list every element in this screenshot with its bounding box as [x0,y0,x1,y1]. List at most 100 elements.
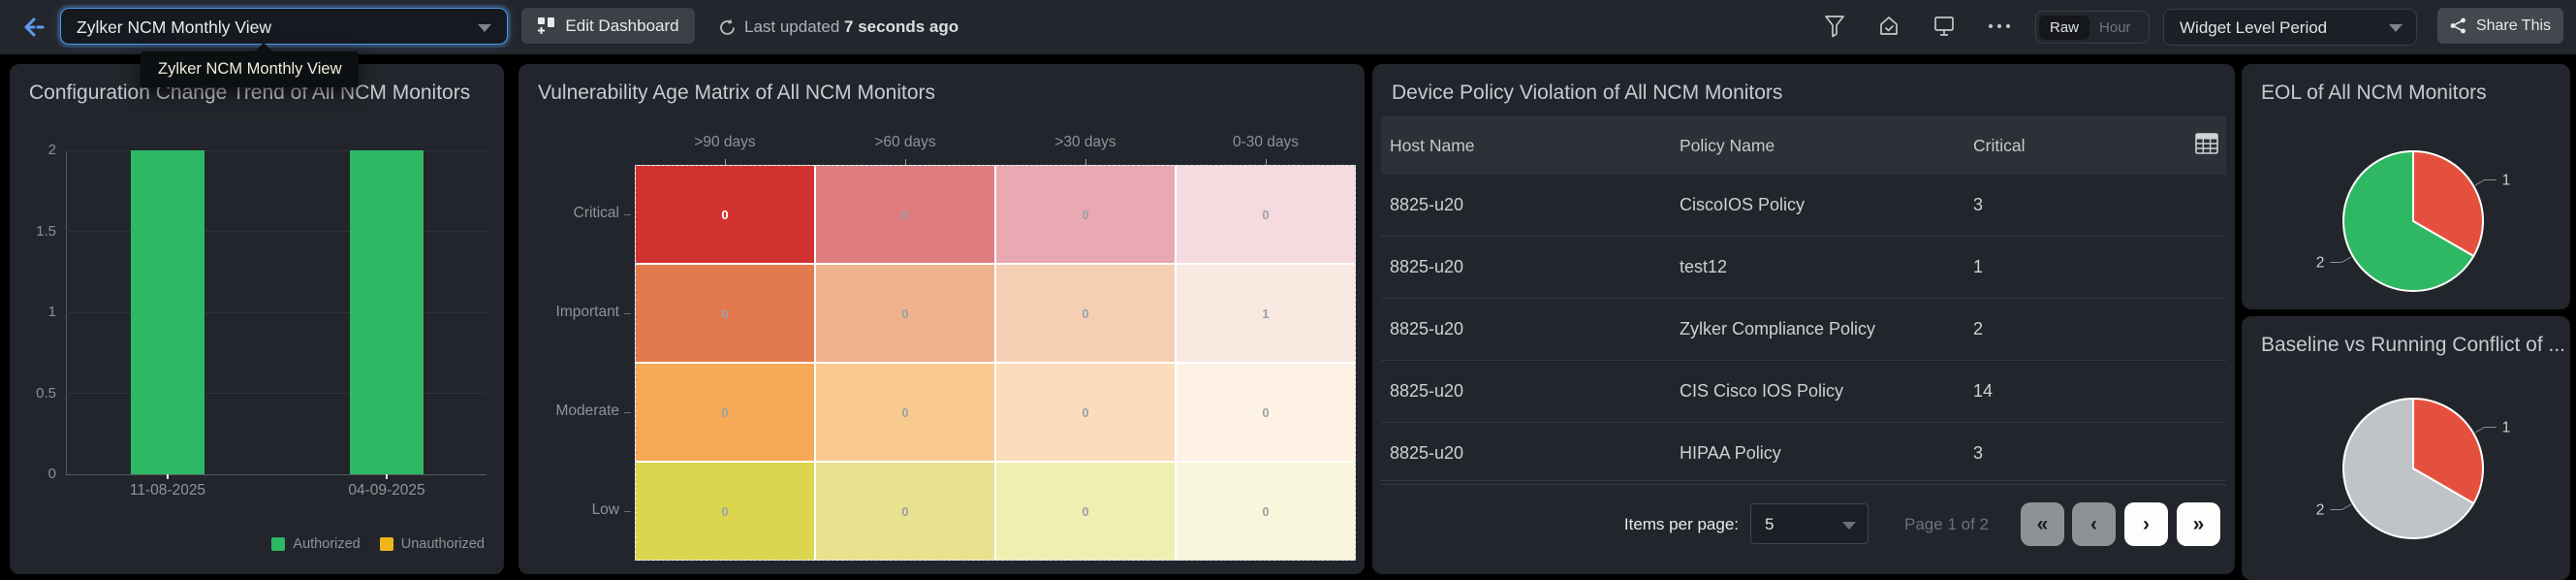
heatmap-cell[interactable]: 0 [1177,463,1355,560]
heatmap-cell[interactable]: 0 [636,265,814,362]
heatmap-cell[interactable]: 1 [1177,265,1355,362]
last-page-button[interactable]: » [2177,502,2220,546]
heatmap-cell[interactable]: 0 [996,463,1175,560]
gridline [66,473,487,475]
table-cell: 14 [1973,381,1994,401]
pie-label-line [2330,256,2352,263]
gridline [66,149,487,151]
x-axis-tick [167,474,169,479]
pie-slice[interactable] [2342,398,2475,539]
panel-title: Configuration Change Trend of All NCM Mo… [29,81,471,104]
bar-authorized[interactable] [350,150,424,474]
table-row[interactable]: 8825-u20 CiscoIOS Policy 3 [1381,175,2226,237]
widget-level-period-select[interactable]: Widget Level Period [2163,9,2417,46]
table-row[interactable]: 8825-u20 test12 1 [1381,237,2226,299]
table-cell: 8825-u20 [1390,443,1464,463]
first-page-button[interactable]: « [2021,502,2064,546]
table-row[interactable]: 8825-u20 CIS Cisco IOS Policy 14 [1381,361,2226,423]
column-header-critical[interactable]: Critical [1973,135,2026,155]
items-per-page-select[interactable]: 5 [1750,503,1869,544]
heatmap-row-tick [624,511,631,512]
raw-hour-toggle[interactable]: Raw Hour [2035,11,2150,44]
heatmap-cell[interactable]: 0 [636,364,814,461]
panel-title: Baseline vs Running Conflict of ... [2261,334,2565,356]
heatmap-cell[interactable]: 0 [996,265,1175,362]
table-row[interactable]: 8825-u20 Zylker Compliance Policy 2 [1381,299,2226,361]
legend-label: Unauthorized [400,536,485,552]
top-bar: Zylker NCM Monthly View Edit Dashboard L… [0,0,2576,54]
home-check-icon[interactable] [1876,14,1901,39]
share-this-button[interactable]: Share This [2437,8,2563,44]
pie-slice[interactable] [2412,398,2484,504]
baseline-pie-chart: 12 [2316,398,2510,539]
heatmap-cell[interactable]: 0 [636,463,814,560]
heatmap-row-label: Low [591,501,619,518]
bar-authorized[interactable] [131,150,204,474]
share-this-label: Share This [2475,16,2552,34]
legend-label: Authorized [293,536,361,552]
legend-item[interactable]: Unauthorized [379,536,485,552]
heatmap-row-tick [624,313,631,314]
y-tick-label: 2 [47,142,56,158]
heatmap-row-tick [624,412,631,413]
gridline [66,311,487,313]
toggle-option-hour[interactable]: Hour [2099,18,2131,36]
edit-dashboard-label: Edit Dashboard [565,16,679,35]
toggle-option-raw[interactable]: Raw [2039,15,2090,40]
heatmap-row-label: Important [555,304,619,320]
page-status: Page 1 of 2 [1904,515,1989,533]
kebab-menu-icon[interactable] [1987,14,2012,39]
column-header-host-name[interactable]: Host Name [1390,135,1475,155]
table-cell: 8825-u20 [1390,381,1464,401]
heatmap-cell[interactable]: 0 [816,364,994,461]
next-page-button[interactable]: › [2124,502,2168,546]
y-tick-label: 0 [47,466,56,482]
heatmap-cell[interactable]: 0 [1177,166,1355,263]
previous-page-button[interactable]: ‹ [2072,502,2116,546]
refresh-icon[interactable] [717,17,738,43]
pie-label: 2 [2316,502,2325,519]
bar-chart-plot [66,149,487,479]
dashboard-view-selector[interactable]: Zylker NCM Monthly View [60,8,508,45]
heatmap-cell[interactable]: 0 [996,364,1175,461]
legend-swatch [271,537,286,551]
y-tick-label: 1.5 [36,222,56,240]
pie-slice[interactable] [2342,150,2475,292]
heatmap-cell[interactable]: 0 [816,463,994,560]
monitor-icon[interactable] [1932,14,1957,39]
heatmap-cell[interactable]: 0 [636,166,814,263]
column-header-policy-name[interactable]: Policy Name [1680,135,1775,155]
x-axis-tick [386,474,388,479]
heatmap-column-header: >60 days [874,134,936,150]
table-cell: CIS Cisco IOS Policy [1680,381,1844,401]
dashboard-view-selector-value: Zylker NCM Monthly View [77,17,271,37]
panel-config-change-trend: Configuration Change Trend of All NCM Mo… [10,64,504,574]
heatmap-cell[interactable]: 0 [816,166,994,263]
heatmap-column-header: >90 days [694,134,756,150]
pie-label-line [2474,179,2497,186]
legend-item[interactable]: Authorized [271,536,361,552]
back-arrow-icon[interactable] [21,14,50,41]
table-settings-icon[interactable] [2195,132,2226,159]
table-row[interactable]: 8825-u20 HIPAA Policy 3 [1381,423,2226,485]
heatmap-column-tick [1266,159,1267,165]
heatmap-cell[interactable]: 0 [996,166,1175,263]
chevron-down-icon [2389,24,2403,32]
heatmap-column-tick [905,159,906,165]
panel-device-policy-violation: Device Policy Violation of All NCM Monit… [1372,64,2235,574]
heatmap-cell[interactable]: 0 [816,265,994,362]
panel-title: Device Policy Violation of All NCM Monit… [1392,81,1783,104]
table-header-row: Host Name Policy Name Critical [1381,116,2226,175]
table-cell: 8825-u20 [1390,195,1464,214]
filter-icon[interactable] [1822,14,1847,39]
edit-dashboard-button[interactable]: Edit Dashboard [521,8,695,44]
pie-label: 1 [2502,173,2511,189]
gridline [66,231,487,232]
heatmap-cell[interactable]: 0 [1177,364,1355,461]
last-updated-text: Last updated 7 seconds ago [744,17,959,36]
pie-label-line [2330,503,2352,510]
pie-slice[interactable] [2412,150,2484,257]
